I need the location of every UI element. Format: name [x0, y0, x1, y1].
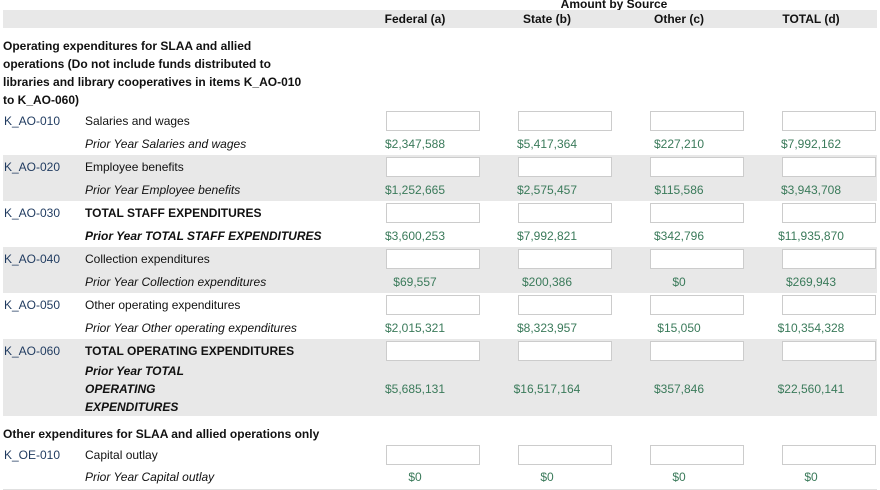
state-amount-input[interactable] — [518, 202, 612, 223]
total-amount-input[interactable] — [782, 340, 876, 361]
state-amount-input[interactable] — [518, 110, 612, 131]
federal-amount-input[interactable] — [386, 202, 480, 223]
prior-year-label: Prior Year Capital outlay — [85, 466, 349, 490]
prior-year-row: Prior Year Capital outlay $0 $0 $0 $0 — [3, 466, 877, 490]
prior-total-value: $0 — [745, 466, 877, 490]
prior-other-value: $357,846 — [613, 362, 745, 416]
federal-amount-input[interactable] — [386, 248, 480, 269]
section-title: Other expenditures for SLAA and allied o… — [3, 427, 320, 441]
state-amount-input[interactable] — [518, 294, 612, 315]
prior-state-value: $2,575,457 — [481, 178, 613, 201]
column-header-state: State (b) — [481, 10, 613, 28]
prior-other-value: $0 — [613, 270, 745, 293]
federal-amount-input[interactable] — [386, 156, 480, 177]
prior-year-label: Prior Year Other operating expenditures — [85, 320, 297, 335]
prior-total-value: $7,992,162 — [780, 136, 842, 151]
section-header-row: Other expenditures for SLAA and allied o… — [3, 416, 877, 443]
prior-year-row: Prior Year Salaries and wages $2,347,588 $… — [3, 132, 877, 155]
state-amount-input[interactable] — [518, 156, 612, 177]
column-header-federal: Federal (a) — [349, 10, 481, 28]
state-amount-input[interactable] — [518, 340, 612, 361]
item-label: TOTAL STAFF EXPENDITURES — [85, 205, 262, 220]
prior-federal-value: $0 — [349, 466, 481, 490]
other-amount-input[interactable] — [650, 156, 744, 177]
item-code[interactable]: K_AO-050 — [4, 297, 61, 312]
item-row: K_OE-010 Capital outlay — [3, 443, 877, 466]
item-code[interactable]: K_AO-010 — [4, 113, 61, 128]
prior-state-value: $8,323,957 — [516, 320, 578, 335]
other-amount-input[interactable] — [650, 340, 744, 361]
total-amount-input[interactable] — [782, 202, 876, 223]
total-amount-input[interactable] — [782, 110, 876, 131]
prior-federal-value: $69,557 — [349, 270, 481, 293]
prior-total-value: $22,560,141 — [745, 362, 877, 416]
other-amount-input[interactable] — [650, 110, 744, 131]
other-amount-input[interactable] — [650, 202, 744, 223]
prior-year-row: Prior Year TOTAL OPERATING EXPENDITURES $… — [3, 362, 877, 416]
prior-state-value: $0 — [481, 466, 613, 490]
other-amount-input[interactable] — [650, 248, 744, 269]
amount-by-source-heading: Amount by Source — [560, 0, 668, 11]
prior-other-value: $15,050 — [657, 320, 701, 335]
item-label: Capital outlay — [85, 447, 158, 462]
item-code[interactable]: K_AO-040 — [3, 247, 85, 270]
prior-total-value: $3,943,708 — [745, 178, 877, 201]
item-code[interactable]: K_AO-020 — [3, 155, 85, 178]
federal-amount-input[interactable] — [386, 340, 480, 361]
federal-amount-input[interactable] — [386, 294, 480, 315]
item-row: K_AO-020 Employee benefits — [3, 155, 877, 178]
total-amount-input[interactable] — [782, 294, 876, 315]
prior-year-label: Prior Year TOTAL OPERATING EXPENDITURES — [85, 362, 349, 416]
item-row: K_AO-030 TOTAL STAFF EXPENDITURES — [3, 201, 877, 224]
total-amount-input[interactable] — [782, 156, 876, 177]
item-row: K_AO-050 Other operating expenditures — [3, 293, 877, 316]
prior-other-value: $227,210 — [653, 136, 705, 151]
item-row: K_AO-040 Collection expenditures — [3, 247, 877, 270]
prior-year-row: Prior Year Other operating expenditures $… — [3, 316, 877, 339]
prior-year-row: Prior Year TOTAL STAFF EXPENDITURES $3,60… — [3, 224, 877, 247]
item-label: TOTAL OPERATING EXPENDITURES — [85, 339, 349, 362]
item-code[interactable]: K_AO-030 — [4, 205, 61, 220]
prior-year-label: Prior Year Collection expenditures — [85, 270, 349, 293]
prior-other-value: $342,796 — [653, 228, 705, 243]
prior-other-value: $0 — [613, 466, 745, 490]
item-code[interactable]: K_AO-060 — [3, 339, 85, 362]
prior-year-label: Prior Year Employee benefits — [85, 178, 349, 201]
item-label: Collection expenditures — [85, 247, 349, 270]
prior-year-label: Prior Year Salaries and wages — [85, 136, 247, 151]
state-amount-input[interactable] — [518, 248, 612, 269]
item-label: Salaries and wages — [85, 113, 190, 128]
item-label: Employee benefits — [85, 155, 349, 178]
prior-federal-value: $2,015,321 — [384, 320, 446, 335]
column-header-row: Federal (a) State (b) Other (c) TOTAL (d… — [3, 10, 877, 28]
prior-state-value: $5,417,364 — [516, 136, 578, 151]
item-label: Other operating expenditures — [85, 297, 241, 312]
prior-year-row: Prior Year Employee benefits $1,252,665 $2… — [3, 178, 877, 201]
item-row: K_AO-010 Salaries and wages — [3, 109, 877, 132]
other-amount-input[interactable] — [650, 294, 744, 315]
prior-total-value: $10,354,328 — [777, 320, 845, 335]
section-header-row: Operating expenditures for SLAA and alli… — [3, 28, 877, 109]
prior-year-label: Prior Year TOTAL STAFF EXPENDITURES — [85, 228, 322, 243]
item-row: K_AO-060 TOTAL OPERATING EXPENDITURES — [3, 339, 877, 362]
prior-total-value: $11,935,870 — [778, 228, 844, 243]
prior-state-value: $200,386 — [481, 270, 613, 293]
prior-total-value: $269,943 — [745, 270, 877, 293]
prior-federal-value: $5,685,131 — [349, 362, 481, 416]
expenditures-table: Federal (a) State (b) Other (c) TOTAL (d… — [3, 10, 877, 490]
column-header-other: Other (c) — [613, 10, 745, 28]
total-amount-input[interactable] — [782, 248, 876, 269]
prior-year-row: Prior Year Collection expenditures $69,55… — [3, 270, 877, 293]
prior-federal-value: $3,600,253 — [384, 228, 446, 243]
section-title: Operating expenditures for SLAA and alli… — [3, 39, 302, 107]
federal-amount-input[interactable] — [386, 110, 480, 131]
prior-state-value: $16,517,164 — [481, 362, 613, 416]
item-code[interactable]: K_OE-010 — [4, 447, 61, 462]
prior-state-value: $7,992,821 — [516, 228, 578, 243]
prior-other-value: $115,586 — [613, 178, 745, 201]
column-header-total: TOTAL (d) — [745, 10, 877, 28]
prior-federal-value: $1,252,665 — [349, 178, 481, 201]
prior-federal-value: $2,347,588 — [384, 136, 446, 151]
